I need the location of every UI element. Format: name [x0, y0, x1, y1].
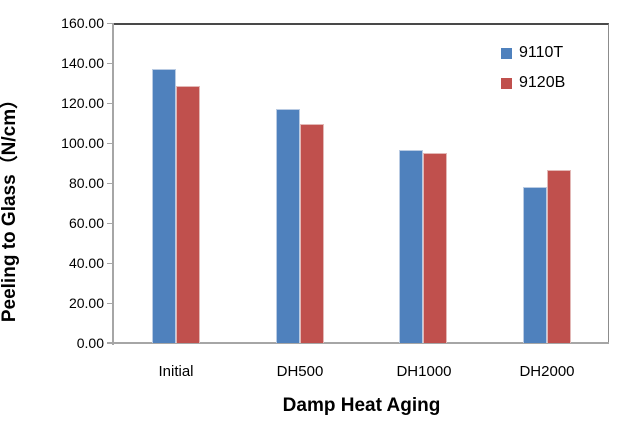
x-axis-title: Damp Heat Aging: [282, 395, 441, 416]
y-tick-label: 60.00: [68, 215, 104, 231]
y-tick-mark: [107, 143, 113, 144]
bar-9110t-dh1000: [399, 150, 423, 343]
y-tick-mark: [107, 263, 113, 264]
bar-9110t-dh500: [276, 109, 300, 343]
y-tick-mark: [107, 23, 113, 24]
y-tick-mark: [107, 103, 113, 104]
bar-9120b-dh500: [300, 124, 324, 343]
y-axis-title: Peeling to Glass（N/cm）: [0, 89, 20, 323]
bar-9120b-dh2000: [547, 170, 571, 343]
legend-label: 9120B: [519, 74, 566, 91]
y-axis-line: [112, 23, 114, 345]
y-tick-label: 40.00: [68, 255, 104, 271]
y-tick-mark: [107, 63, 113, 64]
legend-item-9110t: 9110T: [501, 45, 565, 61]
y-tick-label: 160.00: [61, 15, 104, 31]
legend-item-9120b: 9120B: [501, 75, 565, 91]
x-axis-line: [107, 342, 609, 344]
x-category-label: DH1000: [396, 363, 452, 380]
plot-area: [114, 23, 609, 343]
legend-swatch-9110t: [501, 47, 512, 59]
legend-label: 9110T: [519, 44, 564, 61]
legend-swatch-9120b: [501, 77, 512, 89]
y-tick-label: 0.00: [76, 335, 104, 351]
y-tick-mark: [107, 183, 113, 184]
y-tick-mark: [107, 303, 113, 304]
x-category-label: Initial: [158, 363, 194, 380]
y-tick-label: 140.00: [61, 55, 104, 71]
bar-9110t-dh2000: [523, 187, 547, 343]
bar-9120b-initial: [176, 86, 200, 343]
x-category-label: DH500: [276, 363, 324, 380]
y-tick-label: 80.00: [68, 175, 104, 191]
y-tick-label: 120.00: [61, 95, 104, 111]
legend: 9110T 9120B: [501, 45, 565, 105]
y-tick-mark: [107, 343, 113, 344]
y-tick-label: 100.00: [61, 135, 104, 151]
y-tick-label: 20.00: [68, 295, 104, 311]
x-category-label: DH2000: [519, 363, 575, 380]
bar-9110t-initial: [152, 69, 176, 343]
bar-9120b-dh1000: [423, 153, 447, 343]
y-tick-mark: [107, 223, 113, 224]
